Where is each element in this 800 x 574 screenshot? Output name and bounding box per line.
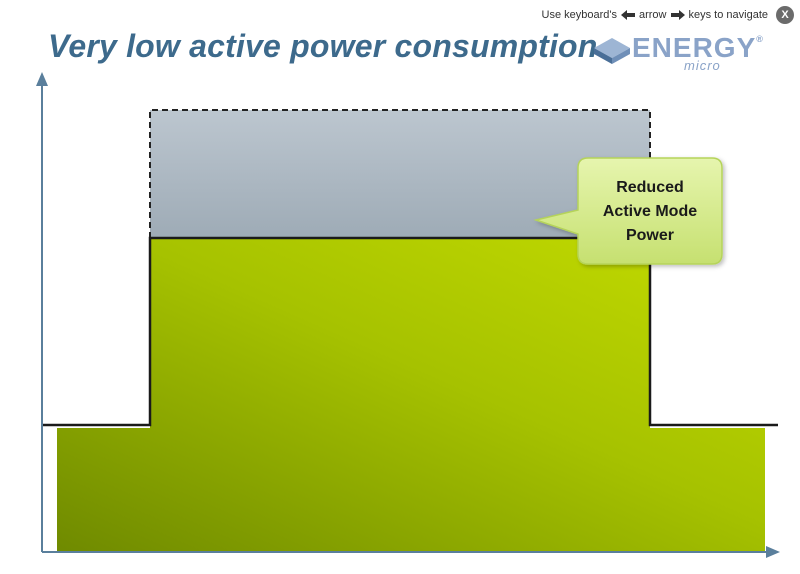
y-axis-arrow-icon bbox=[36, 72, 48, 86]
close-icon: X bbox=[781, 9, 789, 21]
logo-wordmark: ENERGY® bbox=[632, 32, 764, 64]
callout-line-3: Power bbox=[625, 227, 674, 244]
callout-line-1: Reduced bbox=[616, 179, 684, 196]
arrow-left-icon bbox=[620, 10, 635, 20]
nav-hint-prefix: Use keyboard's bbox=[541, 9, 617, 21]
logo-word: ENERGY bbox=[632, 32, 757, 63]
nav-hint-middle: arrow bbox=[638, 9, 667, 21]
energy-micro-logo-icon bbox=[594, 38, 630, 64]
keyboard-navigation-hint: Use keyboard's arrow keys to navigate X bbox=[541, 6, 794, 24]
close-button[interactable]: X bbox=[776, 6, 794, 24]
x-axis-arrow-icon bbox=[766, 546, 780, 558]
nav-hint-suffix: keys to navigate bbox=[688, 9, 769, 21]
logo-subtext: micro bbox=[684, 58, 721, 73]
energy-micro-logo: ENERGY® micro bbox=[592, 32, 778, 74]
logo-registered-mark: ® bbox=[756, 34, 764, 44]
callout-bubble bbox=[533, 157, 723, 265]
reduced-power-area bbox=[57, 238, 765, 552]
callout-line-2: Active Mode bbox=[602, 203, 698, 220]
active-power-line bbox=[42, 236, 778, 427]
callout-label: Reduced Active Mode Power bbox=[580, 176, 720, 248]
page-title: Very low active power consumption bbox=[48, 28, 598, 64]
arrow-right-icon bbox=[670, 10, 685, 20]
